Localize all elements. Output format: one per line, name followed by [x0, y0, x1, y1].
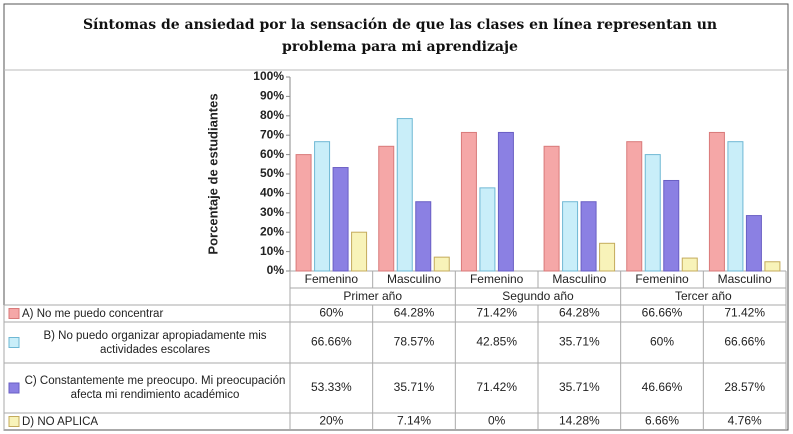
bar	[351, 231, 368, 272]
value-label: 71.42%	[476, 306, 517, 320]
value-label: 7.14%	[397, 414, 431, 428]
y-tick-label: 50%	[260, 166, 284, 180]
bar	[314, 141, 331, 272]
legend-box: C) Constantemente me preocupo. Mi preocu…	[24, 375, 286, 401]
legend-swatch	[8, 416, 20, 427]
value-label: 20%	[319, 414, 343, 428]
value-label: 35.71%	[559, 335, 600, 349]
bar	[479, 187, 496, 272]
group-label: Segundo año	[502, 289, 574, 303]
value-label: 14.28%	[559, 414, 600, 428]
y-tick-label: 100%	[253, 69, 284, 83]
y-tick-label: 40%	[260, 186, 284, 200]
legend-box: B) No puedo organizar apropiadamente mis…	[43, 329, 267, 356]
legend-entry: A) No me puedo concentrar	[22, 307, 164, 320]
value-label: 60%	[650, 335, 674, 349]
value-label: 78.57%	[394, 335, 435, 349]
legend-swatch	[8, 308, 20, 319]
value-label: 60%	[319, 306, 343, 320]
bar	[433, 256, 450, 272]
bar	[626, 141, 643, 272]
bar	[415, 201, 432, 272]
y-tick-label: 0%	[267, 263, 285, 277]
value-label: 53.33%	[311, 380, 352, 394]
value-label: 4.76%	[728, 414, 762, 428]
value-label: 35.71%	[559, 380, 600, 394]
y-tick-label: 90%	[260, 89, 284, 103]
bar	[378, 145, 395, 272]
legend-entry: C) Constantemente me preocupo. Mi preocu…	[24, 375, 286, 401]
bar	[562, 201, 579, 272]
group-label: Primer año	[343, 289, 402, 303]
value-label: 6.66%	[645, 414, 679, 428]
value-label: 71.42%	[476, 380, 517, 394]
bar	[764, 261, 781, 272]
value-label: 64.28%	[559, 306, 600, 320]
bar	[396, 118, 413, 272]
value-label: 0%	[488, 414, 506, 428]
chart-title: Síntomas de ansiedad por la sensación de…	[82, 17, 718, 55]
value-label: 46.66%	[642, 380, 683, 394]
value-label: 66.66%	[311, 335, 352, 349]
bar	[332, 167, 349, 272]
group-label: Tercer año	[675, 289, 732, 303]
title-box: Síntomas de ansiedad por la sensación de…	[82, 17, 718, 55]
legend-swatch	[8, 337, 20, 348]
y-tick-label: 60%	[260, 147, 284, 161]
legend-entry: D) NO APLICA	[22, 415, 99, 428]
y-tick-label: 80%	[260, 108, 284, 122]
x-tick-label: Femenino	[470, 272, 524, 286]
legend-entry: B) No puedo organizar apropiadamente mis…	[43, 329, 267, 356]
x-tick-label: Femenino	[635, 272, 689, 286]
y-tick-label: 30%	[260, 205, 284, 219]
x-tick-label: Femenino	[305, 272, 359, 286]
bar	[543, 145, 560, 272]
bar	[580, 201, 597, 272]
x-tick-label: Masculino	[718, 272, 772, 286]
value-label: 35.71%	[394, 380, 435, 394]
value-label: 66.66%	[724, 335, 765, 349]
bar	[295, 154, 312, 272]
y-tick-label: 10%	[260, 244, 284, 258]
bar	[727, 141, 744, 272]
x-tick-label: Masculino	[552, 272, 606, 286]
value-label: 66.66%	[642, 306, 683, 320]
legend-swatch	[8, 382, 20, 394]
y-tick-label: 20%	[260, 224, 284, 238]
value-label: 64.28%	[394, 306, 435, 320]
x-tick-label: Masculino	[387, 272, 441, 286]
bar	[497, 131, 514, 272]
bar	[745, 215, 762, 272]
bar	[708, 131, 725, 272]
bar	[663, 179, 680, 272]
y-tick-label: 70%	[260, 127, 284, 141]
value-label: 28.57%	[724, 380, 765, 394]
bar	[599, 242, 616, 272]
bar	[681, 257, 698, 272]
y-axis-label: Porcentaje de estudiantes	[205, 93, 220, 254]
legend-box: D) NO APLICA	[22, 415, 99, 428]
value-label: 42.85%	[476, 335, 517, 349]
bar	[460, 131, 477, 272]
legend-box: A) No me puedo concentrar	[22, 307, 164, 320]
bar	[644, 154, 661, 272]
value-label: 71.42%	[724, 306, 765, 320]
